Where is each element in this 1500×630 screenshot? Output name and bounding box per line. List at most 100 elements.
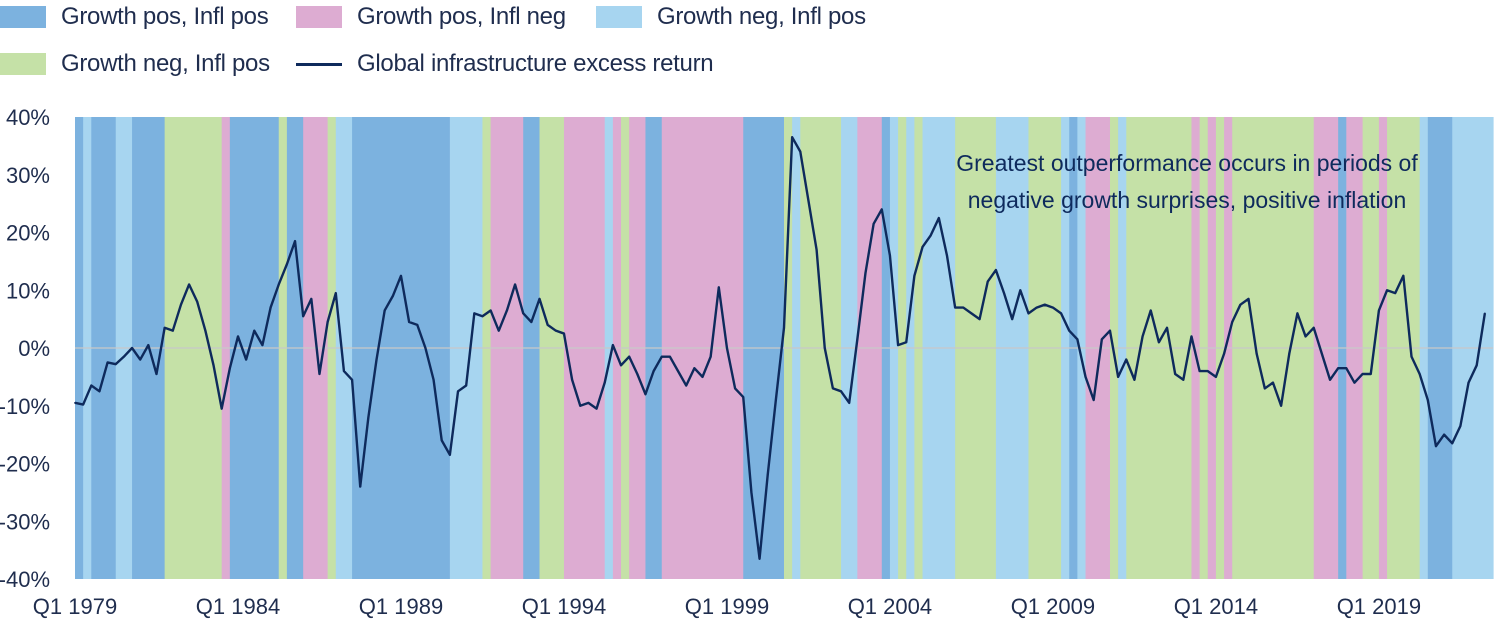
data-point [530, 321, 533, 323]
data-point [228, 367, 231, 370]
data-point [522, 312, 525, 315]
data-point [1141, 335, 1144, 338]
y-tick-label: -10% [0, 394, 50, 419]
legend-item-growth-pos-infl-pos: Growth pos, Infl pos [0, 0, 269, 34]
data-point [546, 324, 549, 326]
data-point [579, 404, 582, 407]
data-point [1386, 289, 1388, 292]
data-point [1068, 329, 1071, 332]
data-point [497, 329, 500, 332]
data-point [1027, 312, 1030, 315]
data-point [823, 347, 826, 349]
data-point [1280, 404, 1283, 407]
data-point [123, 355, 125, 358]
legend-label-growth-pos-infl-neg: Growth pos, Infl neg [357, 3, 566, 30]
data-point [245, 358, 248, 361]
data-point [595, 407, 598, 410]
data-point [432, 378, 435, 381]
data-point [155, 373, 158, 375]
data-point [1043, 303, 1046, 306]
data-point [1337, 367, 1340, 370]
annotation-line-1: Greatest outperformance occurs in period… [956, 150, 1418, 176]
data-point [889, 254, 891, 257]
data-point [220, 407, 223, 410]
legend-label-growth-pos-infl-pos: Growth pos, Infl pos [61, 3, 269, 30]
data-point [237, 335, 239, 338]
data-point [913, 274, 916, 277]
data-point [620, 364, 622, 367]
data-point [880, 208, 883, 211]
series-layer [74, 136, 1487, 560]
data-point [367, 416, 370, 419]
data-point [644, 393, 647, 396]
data-point [302, 315, 305, 318]
x-tick-label: Q1 2019 [1337, 594, 1421, 619]
data-point [1182, 378, 1185, 381]
data-point [538, 298, 541, 300]
y-tick-label: -20% [0, 452, 50, 477]
data-point [1312, 326, 1315, 329]
data-point [1157, 341, 1160, 344]
data-point [946, 254, 948, 257]
data-point [1174, 373, 1177, 375]
data-point [1100, 338, 1103, 341]
y-axis: 40% 30% 20% 10% 0% -10% -20% -30% -40% [0, 105, 50, 592]
data-point [1426, 399, 1429, 401]
data-point [1247, 298, 1250, 300]
data-point [677, 370, 679, 372]
data-point [1418, 373, 1421, 375]
legend-swatch-growth-pos-infl-pos [0, 6, 46, 28]
data-point [856, 338, 859, 341]
data-point [1369, 373, 1372, 375]
data-point [611, 344, 614, 347]
x-tick-label: Q1 2014 [1174, 594, 1258, 619]
data-point [180, 303, 182, 306]
legend-swatch-growth-neg-infl-pos-green [0, 53, 46, 75]
data-point [440, 439, 443, 442]
data-point [391, 295, 394, 297]
data-point [1304, 335, 1307, 338]
data-point [400, 274, 402, 277]
data-point [848, 401, 851, 404]
data-point [815, 248, 818, 251]
data-point [783, 326, 785, 329]
data-point [905, 341, 908, 344]
data-point [1451, 442, 1454, 445]
x-tick-label: Q1 1999 [685, 594, 769, 619]
data-point [734, 387, 736, 390]
data-point [489, 309, 492, 312]
data-point [196, 300, 199, 303]
data-point [1011, 318, 1014, 321]
data-point [212, 364, 215, 367]
data-point [840, 390, 842, 393]
y-tick-label: 20% [6, 221, 50, 246]
data-point [1272, 381, 1274, 384]
data-point [962, 306, 965, 309]
data-point [473, 312, 476, 315]
data-point [921, 246, 924, 248]
data-point [1459, 425, 1462, 427]
data-point [1125, 358, 1128, 361]
data-point [465, 384, 468, 387]
y-tick-label: 40% [6, 105, 50, 130]
data-point [799, 150, 802, 153]
data-point [383, 309, 386, 312]
data-point [1206, 370, 1209, 372]
data-point [774, 399, 777, 401]
x-tick-label: Q1 2004 [848, 594, 932, 619]
data-point [1288, 352, 1291, 355]
data-point [717, 286, 720, 289]
data-point [1166, 326, 1168, 329]
data-point [1435, 445, 1437, 448]
data-point [416, 324, 419, 326]
data-point [628, 355, 631, 358]
data-point [994, 269, 997, 271]
legend-label-growth-neg-infl-pos-blue: Growth neg, Infl pos [657, 3, 866, 30]
data-point [1076, 338, 1079, 341]
data-point [139, 358, 142, 361]
data-point [1239, 303, 1242, 306]
data-point [106, 361, 109, 364]
legend-item-growth-pos-infl-neg: Growth pos, Infl neg [296, 0, 566, 34]
data-point [685, 384, 688, 387]
